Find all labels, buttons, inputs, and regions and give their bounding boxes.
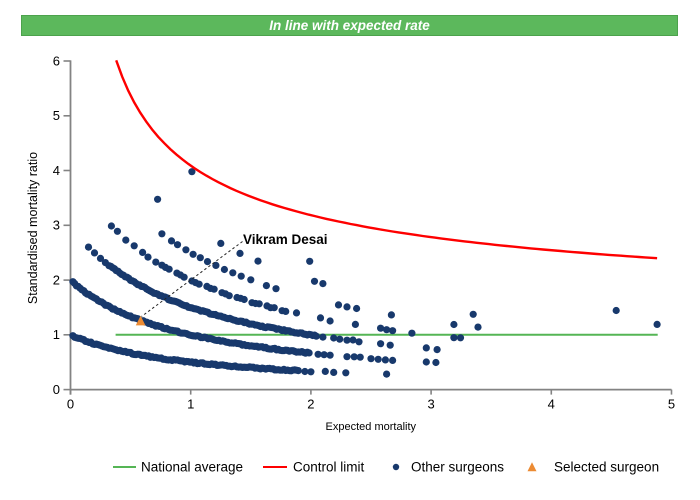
svg-text:5: 5	[668, 397, 675, 412]
svg-text:National average: National average	[141, 460, 243, 475]
svg-text:2: 2	[307, 397, 314, 412]
svg-text:6: 6	[53, 53, 60, 68]
svg-text:Selected surgeon: Selected surgeon	[554, 460, 659, 475]
svg-text:1: 1	[53, 327, 60, 342]
svg-text:Standardised mortality ratio: Standardised mortality ratio	[26, 152, 40, 304]
svg-text:1: 1	[187, 397, 194, 412]
svg-text:4: 4	[548, 397, 555, 412]
svg-text:0: 0	[53, 382, 60, 397]
svg-text:Expected mortality: Expected mortality	[326, 421, 417, 433]
svg-text:3: 3	[53, 218, 60, 233]
svg-text:Control limit: Control limit	[293, 460, 365, 475]
svg-text:3: 3	[427, 397, 434, 412]
svg-text:5: 5	[53, 108, 60, 123]
svg-text:Vikram Desai: Vikram Desai	[243, 232, 328, 247]
svg-text:2: 2	[53, 272, 60, 287]
svg-text:0: 0	[67, 397, 74, 412]
svg-text:Other surgeons: Other surgeons	[411, 460, 504, 475]
svg-text:4: 4	[53, 163, 60, 178]
